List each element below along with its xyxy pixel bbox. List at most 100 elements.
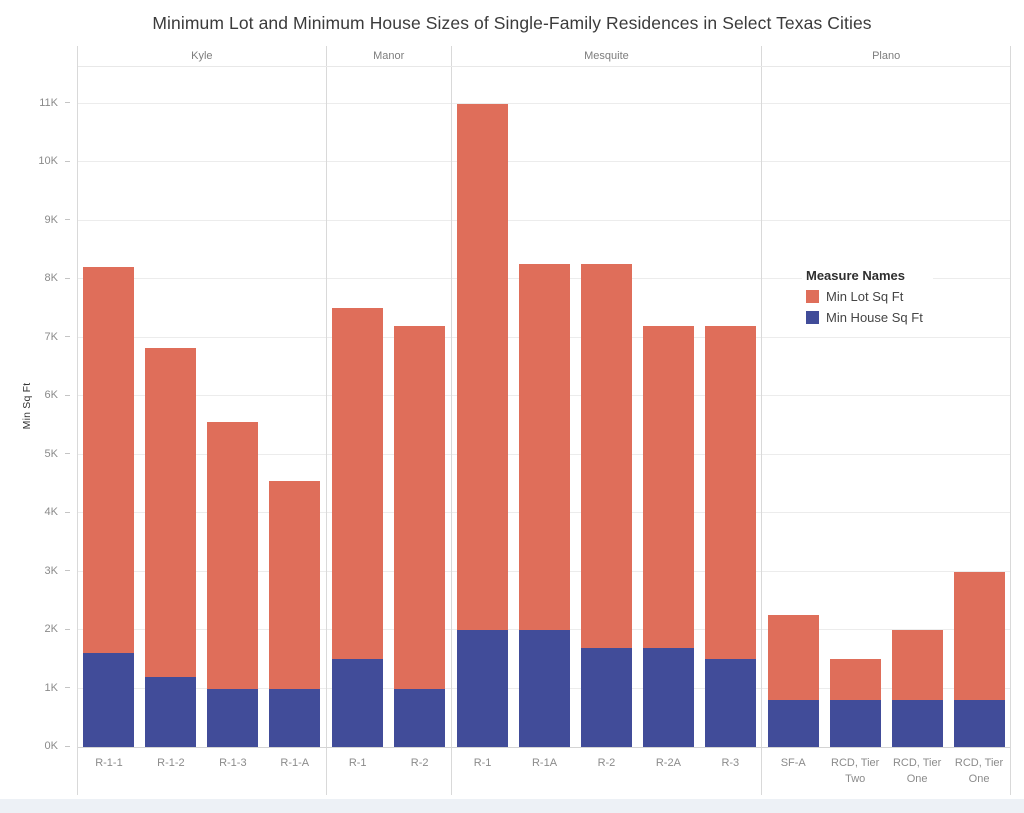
bar-mesquite-r-1[interactable] (457, 103, 509, 747)
y-tick-label: 8K (44, 272, 58, 284)
bar-segment-min-house[interactable] (704, 659, 756, 747)
y-tick-mark (65, 160, 70, 162)
y-tick-mark (65, 511, 70, 513)
bar-segment-min-house[interactable] (891, 700, 943, 747)
bar-mesquite-r-2a[interactable] (642, 325, 694, 747)
panel-plano (762, 67, 1010, 747)
bar-slot (452, 67, 514, 747)
y-tick: 1K (16, 682, 77, 694)
legend-item-label: Min Lot Sq Ft (826, 289, 904, 304)
plot-panels (78, 67, 1010, 748)
bar-plano-rcd-tier-one[interactable] (953, 571, 1005, 747)
x-axis-label: R-1-1 (95, 757, 123, 769)
min-lot-swatch-icon (806, 290, 819, 303)
y-tick: 6K (16, 389, 77, 401)
x-axis-label: R-1 (348, 757, 367, 769)
bar-manor-r-1[interactable] (332, 308, 384, 747)
y-tick-label: 1K (44, 681, 58, 694)
y-axis: 0K 1K 2K 3K 4K 5K 6K 7K 8K 9K 10K 11K (0, 66, 77, 752)
min-house-swatch-icon (806, 311, 819, 324)
bar-slot (699, 67, 761, 747)
bar-slot (824, 67, 886, 747)
bar-slot (264, 67, 326, 747)
bar-kyle-r-1-2[interactable] (145, 347, 197, 747)
bar-mesquite-r-1a[interactable] (519, 264, 570, 747)
y-tick-label: 2K (44, 623, 58, 635)
bar-slot (327, 67, 389, 747)
x-axis-label: RCD, Tier One (954, 757, 1004, 785)
legend-item-min-lot[interactable]: Min Lot Sq Ft (806, 289, 923, 304)
x-axis-label: R-1-3 (219, 757, 247, 769)
x-axis-label-band: R-1-1 R-1-2 R-1-3 R-1-A R-1 R-2 R-1 R-1A R-2 R-2A… (78, 748, 1010, 795)
y-tick-label: 10K (38, 155, 58, 167)
gridline (78, 219, 1010, 221)
bar-plano-rcd-tier-one[interactable] (891, 630, 943, 747)
y-tick: 9K (16, 214, 77, 226)
y-tick-label: 7K (44, 330, 58, 343)
bar-mesquite-r-3[interactable] (704, 325, 756, 747)
city-header-manor: Manor (327, 46, 452, 66)
x-axis-label: RCD, Tier Two (831, 757, 880, 785)
bar-segment-min-house[interactable] (145, 676, 197, 747)
y-tick-label: 9K (44, 213, 58, 226)
y-tick-mark (65, 102, 70, 103)
y-tick-label: 6K (44, 389, 58, 401)
x-axis-label: R-2 (597, 757, 616, 769)
gridline (78, 161, 1010, 162)
bar-segment-min-house[interactable] (269, 688, 321, 747)
x-axis-label: R-3 (721, 757, 740, 769)
y-tick: 10K (16, 155, 77, 167)
panel-manor (327, 67, 452, 747)
bar-plano-sf-a[interactable] (767, 615, 819, 747)
bar-mesquite-r-2[interactable] (580, 264, 632, 747)
y-tick-label: 0K (44, 740, 58, 752)
y-tick-mark (65, 336, 70, 337)
bar-manor-r-2[interactable] (394, 325, 446, 747)
bar-kyle-r-1-1[interactable] (83, 267, 135, 747)
y-tick-mark (65, 453, 70, 454)
bar-kyle-r-1-a[interactable] (269, 480, 321, 747)
bar-segment-min-house[interactable] (394, 688, 446, 747)
y-axis-title: Min Sq Ft (21, 382, 33, 430)
x-axis-label: R-2 (410, 757, 429, 769)
gridline (78, 102, 1010, 104)
x-axis-label: R-1-2 (157, 757, 185, 769)
legend-title: Measure Names (806, 268, 905, 283)
panel-mesquite (452, 67, 763, 747)
y-tick: 3K (16, 565, 77, 577)
bar-slot (575, 67, 637, 747)
bar-segment-min-house[interactable] (829, 700, 881, 747)
bar-plano-rcd-tier-two[interactable] (829, 659, 881, 747)
bar-segment-min-house[interactable] (953, 700, 1005, 747)
bar-segment-min-house[interactable] (642, 647, 694, 747)
bar-segment-min-house[interactable] (83, 653, 135, 747)
x-label-group-mesquite: R-1 R-1A R-2 R-2A R-3 (452, 748, 763, 795)
bar-segment-min-house[interactable] (580, 647, 632, 747)
y-tick-label: 11K (39, 96, 58, 109)
bar-kyle-r-1-3[interactable] (207, 422, 259, 747)
bar-segment-min-house[interactable] (519, 630, 570, 747)
bar-slot (78, 67, 140, 747)
y-tick-mark (65, 277, 70, 279)
x-label-group-manor: R-1 R-2 (327, 748, 452, 795)
x-axis-label: SF-A (780, 757, 806, 769)
y-tick: 4K (16, 506, 77, 518)
bar-segment-min-house[interactable] (207, 688, 259, 747)
x-axis-label: R-1A (531, 757, 558, 769)
bar-segment-min-house[interactable] (767, 700, 819, 747)
y-tick-label: 3K (44, 564, 58, 577)
x-label-group-plano: SF-A RCD, Tier Two RCD, Tier One RCD, Tier … (762, 748, 1010, 795)
bar-segment-min-house[interactable] (457, 630, 509, 747)
y-tick-mark (65, 394, 70, 396)
x-axis-label: RCD, Tier One (892, 757, 942, 785)
y-tick-mark (65, 745, 70, 747)
x-axis-label: R-1-A (280, 757, 310, 769)
bar-slot (886, 67, 948, 747)
city-header-mesquite: Mesquite (452, 46, 763, 66)
bar-slot (948, 67, 1010, 747)
bar-slot (637, 67, 699, 747)
bar-slot (202, 67, 264, 747)
y-tick: 7K (16, 331, 77, 343)
legend-item-min-house[interactable]: Min House Sq Ft (806, 310, 923, 325)
bar-segment-min-house[interactable] (332, 659, 384, 747)
